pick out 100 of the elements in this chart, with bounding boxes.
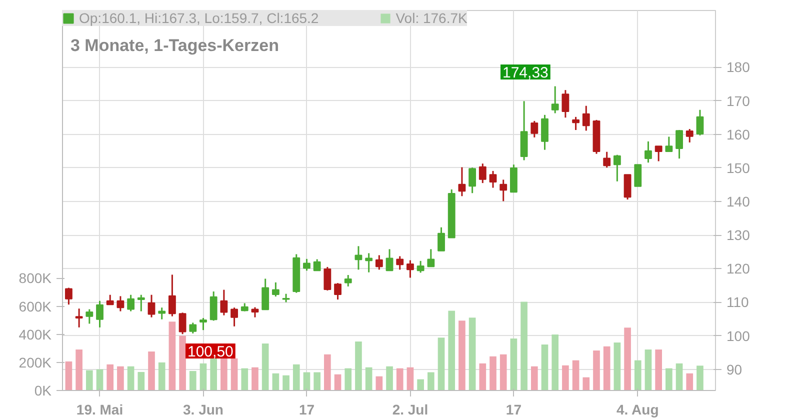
bar [230, 358, 238, 390]
candlestick [427, 248, 435, 268]
bar [210, 358, 218, 390]
candlestick [624, 174, 632, 200]
bar [365, 367, 372, 390]
candlestick [416, 260, 424, 274]
candlestick [178, 312, 186, 335]
bar [510, 338, 518, 390]
bar [168, 322, 176, 390]
bar [552, 334, 559, 390]
candlestick [127, 294, 135, 312]
candlestick [551, 86, 559, 114]
candlestick [324, 266, 332, 292]
bar [686, 373, 694, 390]
candlestick [478, 162, 486, 184]
x-tick-label: 19. Mai [76, 402, 124, 418]
bar [624, 328, 631, 390]
candlestick [272, 282, 280, 298]
bar [386, 366, 393, 390]
bar [376, 376, 383, 390]
bar [262, 343, 269, 390]
y2-tick-label: 90 [726, 361, 742, 378]
bar [127, 366, 134, 390]
candlestick [313, 258, 321, 272]
candlestick [75, 308, 83, 328]
candlestick [106, 294, 114, 306]
candlestick [148, 294, 156, 318]
candlestick [344, 274, 352, 288]
candlestick [65, 287, 72, 306]
bar [572, 360, 580, 390]
bar [200, 363, 207, 390]
candlestick [500, 178, 508, 202]
candlestick [262, 278, 270, 310]
candlestick [354, 245, 362, 270]
candlestick [396, 255, 404, 270]
candlestick [303, 258, 310, 272]
x-tick-label: 17 [506, 402, 522, 418]
candlestick [468, 166, 476, 194]
candlestick [613, 154, 621, 182]
bar [272, 373, 280, 390]
bar [292, 364, 300, 390]
candlestick [189, 322, 197, 334]
candlestick [86, 308, 94, 324]
x-tick-label: 3. Jun [183, 402, 224, 418]
candlestick [654, 145, 662, 162]
bar [530, 366, 538, 390]
bar [252, 367, 258, 390]
bar [86, 370, 93, 390]
bar [158, 362, 166, 390]
bar [179, 336, 186, 390]
candlestick [644, 140, 652, 164]
candlestick [696, 109, 704, 136]
candlestick [386, 248, 394, 272]
bar [593, 350, 600, 390]
candlestick [541, 114, 548, 151]
bar [582, 377, 590, 390]
candlestick [168, 274, 176, 318]
bar [220, 358, 228, 390]
candlestick [686, 128, 694, 144]
x-tick-label: 2. Jul [392, 402, 428, 418]
bar [490, 356, 496, 390]
annotation: 174,33 [502, 64, 548, 82]
bar [417, 379, 424, 390]
bar [324, 354, 331, 390]
y2-tick-label: 100 [726, 328, 750, 344]
bar [634, 360, 642, 390]
bar [500, 354, 507, 390]
bar [355, 342, 362, 390]
y2-tick-label: 140 [726, 194, 750, 210]
y2-tick-label: 110 [726, 294, 750, 310]
y-tick-label: 800K [18, 270, 52, 286]
bar [76, 350, 82, 390]
text: 3 Monate, 1-Tages-Kerzen [70, 36, 279, 55]
candlestick [438, 226, 445, 252]
candlestick [116, 295, 124, 312]
candlestick [200, 317, 207, 331]
bar [666, 368, 672, 390]
candlestick [676, 129, 683, 160]
x-tick-label: 4. Aug [616, 402, 659, 418]
candlestick [365, 252, 373, 274]
bar [448, 310, 456, 390]
bar [117, 366, 124, 390]
bar [655, 350, 662, 390]
x-tick-label: 17 [298, 402, 315, 418]
candlestick [665, 136, 673, 152]
bar [603, 346, 610, 390]
candlestick [251, 306, 259, 318]
candlestick [530, 120, 538, 138]
candlestick [375, 254, 383, 270]
candlestick [562, 89, 570, 118]
bar [241, 368, 248, 390]
y-tick-label: 200K [18, 354, 52, 370]
bar [562, 365, 569, 390]
bar [138, 372, 145, 390]
candlestick [210, 290, 218, 322]
candlestick [634, 164, 642, 187]
bar [406, 367, 414, 390]
bar [282, 375, 290, 390]
bar [427, 372, 434, 390]
annotation: 100,50 [188, 344, 234, 360]
